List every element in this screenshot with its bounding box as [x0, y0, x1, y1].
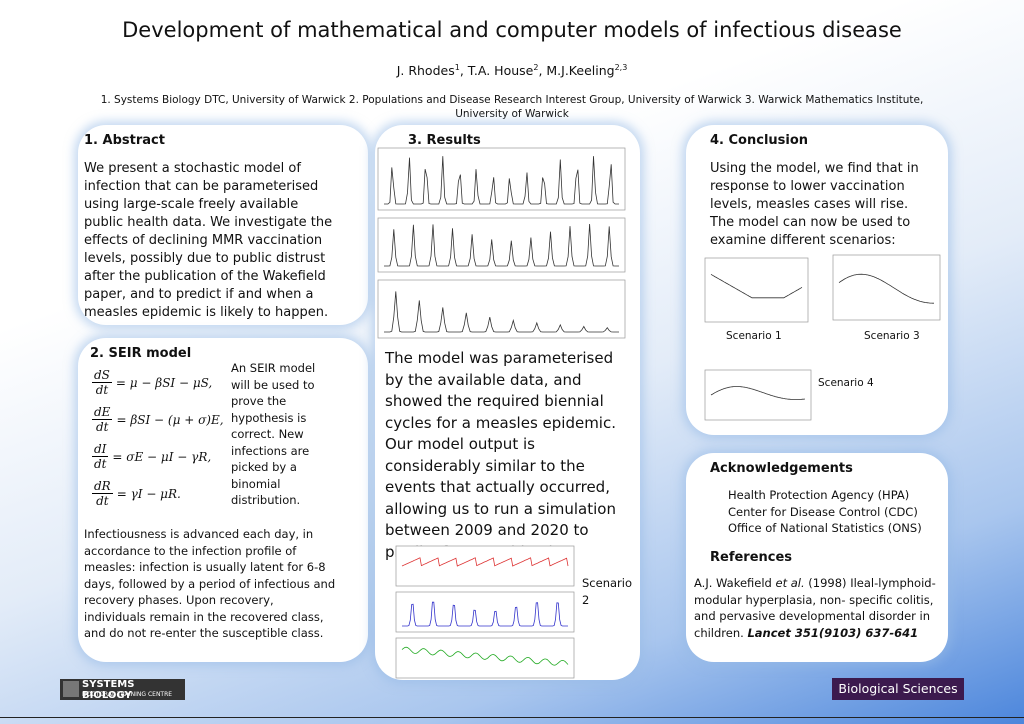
plot-frame: [704, 257, 809, 323]
plot-frame: [395, 545, 575, 587]
rhs: = σE − μI − γR,: [112, 449, 212, 464]
rule: [0, 717, 1024, 718]
numerator: dE: [92, 405, 113, 420]
results-panel: 3. Results The model was parameterised b…: [375, 125, 640, 680]
plot-line: [384, 156, 619, 205]
heading: References: [710, 550, 793, 565]
ref-part: (1998) Ileal-lymphoid-modular hyperplasi…: [694, 576, 936, 640]
scenario-caption: Scenario 1: [726, 330, 782, 342]
heading: 3. Results: [408, 133, 481, 148]
denominator: dt: [93, 457, 107, 471]
plot-frame: [395, 637, 575, 679]
ack-item: Health Protection Agency (HPA): [728, 488, 910, 502]
ref-part: Lancet 351(9103) 637-641: [747, 625, 919, 640]
plot-frame: [832, 254, 941, 321]
abstract-panel: 1. Abstract We present a stochastic mode…: [78, 125, 368, 325]
affiliations: 1. Systems Biology DTC, University of Wa…: [100, 94, 924, 120]
rhs: = μ − βSI − μS,: [115, 375, 213, 390]
reference: A.J. Wakefield et al. (1998) Ileal-lymph…: [694, 575, 944, 641]
plot-line: [710, 274, 803, 299]
equation: dE dt = βSI − (μ + σ)E,: [92, 401, 237, 438]
denominator: dt: [95, 420, 109, 434]
logo-left: SYSTEMS BIOLOGY DOCTORAL TRAINING CENTRE: [60, 679, 185, 701]
plot-frame: [704, 369, 812, 421]
denominator: dt: [96, 494, 109, 508]
plot-line: [402, 601, 568, 627]
heading: Acknowledgements: [710, 461, 853, 476]
author: M.J.Keeling: [546, 63, 615, 79]
scenario-caption: Scenario 4: [818, 377, 874, 389]
conclusion-text: Using the model, we find that in respons…: [710, 161, 919, 248]
results-text: The model was parameterised by the avail…: [385, 349, 616, 561]
author-affil: 1: [454, 63, 460, 72]
author: T.A. House: [467, 63, 534, 79]
heading: 2. SEIR model: [90, 346, 192, 361]
abstract-text: We present a stochastic model of infecti…: [84, 161, 333, 320]
plot-frame: [377, 217, 626, 273]
logo-icon: [63, 681, 79, 697]
fraction: dI dt: [92, 442, 109, 471]
numerator: dS: [92, 368, 112, 383]
rhs: = γI − μR.: [116, 486, 181, 501]
fraction: dR dt: [92, 479, 113, 508]
heading: 4. Conclusion: [710, 133, 809, 148]
ack-panel: Acknowledgements Health Protection Agenc…: [686, 453, 948, 662]
ref-part: A.J. Wakefield: [694, 576, 776, 590]
plot-frame: [377, 147, 626, 211]
numerator: dR: [92, 479, 113, 494]
plot-line: [401, 646, 569, 666]
plot-line: [838, 273, 934, 304]
plot-line: [710, 386, 806, 400]
ack-list: Health Protection Agency (HPA) Center for…: [728, 487, 922, 537]
heading: 1. Abstract: [84, 133, 165, 148]
fraction: dS dt: [92, 368, 112, 397]
plot-frame: [377, 279, 626, 339]
plot-line: [384, 223, 619, 267]
scenario-caption: Scenario 3: [864, 330, 920, 342]
authors: J. Rhodes1, T.A. House2, M.J.Keeling2,3: [396, 63, 628, 79]
author-affil: 2: [533, 63, 539, 72]
fraction: dE dt: [92, 405, 113, 434]
equation: dI dt = σE − μI − γR,: [92, 438, 237, 475]
title: Development of mathematical and computer…: [122, 18, 902, 42]
equation: dR dt = γI − μR.: [92, 475, 237, 512]
logo-text: SYSTEMS BIOLOGY: [82, 679, 135, 701]
logo-text: DOCTORAL TRAINING CENTRE: [82, 691, 173, 698]
author-affil: 2,3: [614, 63, 628, 72]
rhs: = βSI − (μ + σ)E,: [116, 412, 224, 427]
ack-item: Office of National Statistics (ONS): [728, 521, 922, 535]
logo-right: Biological Sciences: [832, 678, 964, 700]
ack-item: Center for Disease Control (CDC): [728, 504, 918, 519]
denominator: dt: [95, 383, 109, 397]
plot-line: [401, 557, 569, 567]
equations: dS dt = μ − βSI − μS, dE dt = βSI − (μ + σ)E,…: [92, 364, 237, 512]
seir-panel: 2. SEIR model dS dt = μ − βSI − μS, dE dt = β…: [78, 338, 368, 662]
seir-body: Infectiousness is advanced each day, in …: [84, 527, 336, 640]
ref-part: et al.: [775, 576, 805, 590]
plot-frame: [395, 591, 575, 633]
author: J. Rhodes: [396, 63, 455, 79]
seir-side-text: An SEIR model will be used to prove the …: [231, 361, 316, 507]
scenario-label: Scenario 2: [582, 576, 632, 607]
numerator: dI: [92, 442, 109, 457]
plot-line: [384, 291, 619, 333]
equation: dS dt = μ − βSI − μS,: [92, 364, 237, 401]
